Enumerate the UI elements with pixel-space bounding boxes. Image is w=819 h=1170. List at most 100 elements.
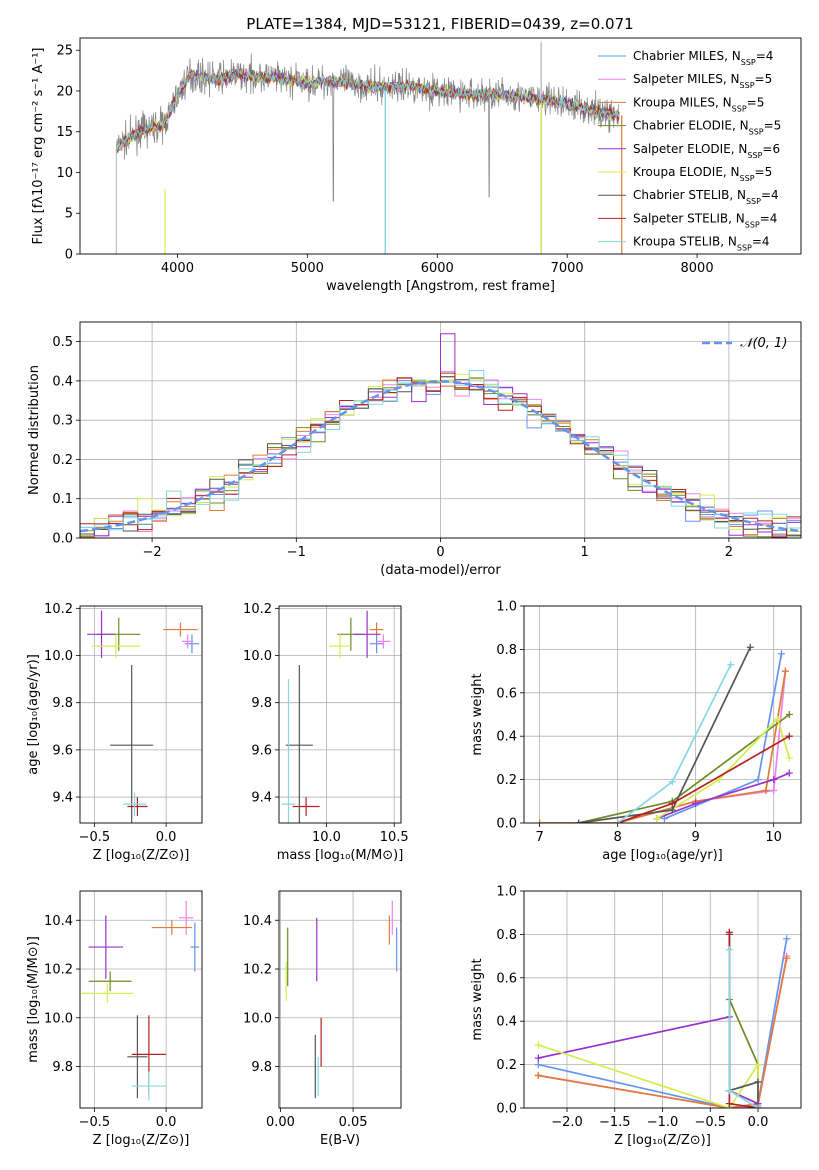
plus-marker xyxy=(725,1100,733,1108)
y-tick-label: 0.2 xyxy=(52,453,73,468)
x-tick-label: 10 xyxy=(765,830,782,845)
plot-area xyxy=(285,900,398,1099)
y-tick-label: 10.0 xyxy=(44,1011,73,1026)
plot-area xyxy=(534,928,791,1108)
x-axis-label: age [log₁₀(age/yr)] xyxy=(602,848,723,863)
y-axis-label: Normed distribution xyxy=(27,365,42,495)
plot-frame xyxy=(79,37,802,255)
x-tick-label: 0 xyxy=(436,545,444,560)
legend-label-suffix: =4 xyxy=(752,235,770,249)
plus-marker xyxy=(783,935,791,943)
plus-marker xyxy=(762,786,770,794)
y-tick-label: 0.2 xyxy=(496,773,517,788)
histogram-step xyxy=(80,372,801,538)
legend-label-suffix: =4 xyxy=(756,49,774,63)
plus-marker xyxy=(692,799,700,807)
x-tick-label: 1 xyxy=(581,545,589,560)
y-tick-label: 15 xyxy=(56,125,73,140)
legend-label-suffix: =6 xyxy=(762,142,780,156)
plus-marker xyxy=(770,776,778,784)
y-tick-label: 9.4 xyxy=(251,791,272,806)
legend-label-main: Kroupa STELIB, N xyxy=(633,235,737,249)
legend-label-main: Salpeter ELODIE, N xyxy=(633,142,747,156)
y-tick-label: 0.1 xyxy=(52,492,73,507)
y-tick-label: 9.8 xyxy=(52,1060,73,1075)
plus-marker xyxy=(781,667,789,675)
chart-age-vs-Z: −0.5 0.0 9.4 9.6 9.8 10.0 10.2 Z [log₁₀(Z/Z⊙)] a… xyxy=(26,602,203,863)
legend-label-suffix: =5 xyxy=(747,95,765,109)
x-tick-label: 9 xyxy=(692,830,700,845)
chart-residuals: −2 −1 0 1 2 0.0 0.1 0.2 0.3 0.4 0.5 (data-model)/er… xyxy=(27,321,802,578)
mass-weight-line xyxy=(656,772,790,820)
legend-label-main: Chabrier STELIB, N xyxy=(633,188,746,202)
plus-marker xyxy=(725,946,733,954)
legend-label: Chabrier MILES, NSSP=4 xyxy=(633,49,773,67)
plot-frame xyxy=(523,890,802,1109)
plot-area xyxy=(115,42,623,254)
plot-area xyxy=(80,333,801,538)
y-tick-label: 10 xyxy=(56,166,73,181)
legend-label: Kroupa ELODIE, NSSP=5 xyxy=(633,165,772,183)
y-tick-label: 5 xyxy=(65,207,73,222)
x-axis-label: (data-model)/error xyxy=(380,563,501,578)
x-tick-label: 5000 xyxy=(291,261,324,276)
legend-label-main: Chabrier MILES, N xyxy=(633,49,741,63)
plus-marker xyxy=(785,769,793,777)
histogram-step xyxy=(80,370,801,538)
y-tick-label: 0 xyxy=(65,248,73,263)
y-tick-label: 10.4 xyxy=(44,914,73,929)
x-tick-label: 0.0 xyxy=(156,830,177,845)
y-tick-label: 10.0 xyxy=(44,649,73,664)
legend-label-suffix: =4 xyxy=(760,211,778,225)
y-tick-label: 1.0 xyxy=(496,885,517,900)
legend-label-sub: SSP xyxy=(732,104,747,113)
plot-area xyxy=(81,900,200,1101)
y-tick-label: 10.2 xyxy=(243,602,272,617)
legend-label-suffix: =5 xyxy=(755,72,773,86)
y-tick-label: 9.6 xyxy=(251,743,272,758)
x-tick-label: 10.5 xyxy=(380,830,409,845)
y-tick-label: 0.0 xyxy=(496,1102,517,1117)
y-tick-label: 0.3 xyxy=(52,414,73,429)
chart-panels: 4000 5000 6000 7000 80000510152025wavelength… xyxy=(26,37,802,1148)
plus-marker xyxy=(777,650,785,658)
x-tick-label: −0.5 xyxy=(694,1115,726,1130)
x-tick-label: −1.0 xyxy=(647,1115,679,1130)
y-tick-label: 0.4 xyxy=(496,1015,517,1030)
legend-label-main: Kroupa MILES, N xyxy=(633,95,732,109)
legend-label-suffix: =4 xyxy=(761,188,779,202)
plot-area xyxy=(281,610,391,823)
plot-frame xyxy=(523,605,802,824)
x-tick-label: −0.5 xyxy=(79,830,111,845)
chart-mass-vs-Z: −0.5 0.0 9.8 10.0 10.2 10.4 Z [log₁₀(Z/Z⊙)] mas… xyxy=(26,890,203,1148)
y-tick-label: 0.2 xyxy=(496,1058,517,1073)
plus-marker xyxy=(727,661,735,669)
plot-frame xyxy=(278,605,402,824)
y-tick-label: 0.6 xyxy=(496,686,517,701)
mass-weight-line xyxy=(656,717,791,820)
x-tick-label: −2 xyxy=(143,545,162,560)
plus-marker xyxy=(785,711,793,718)
x-axis-label: mass [log₁₀(M/M⊙)] xyxy=(277,848,404,863)
plus-marker xyxy=(754,1061,762,1069)
legend-label-main: Salpeter STELIB, N xyxy=(633,211,745,225)
y-tick-label: 10.2 xyxy=(243,963,272,978)
chart-mass-vs-EBV: 0.00 0.05 9.8 10.0 10.2 10.4 E(B-V) xyxy=(243,890,402,1148)
chart-age-vs-mass: 10.0 10.5 9.4 9.6 9.8 10.0 10.2 mass [log₁₀(M/M… xyxy=(243,602,409,863)
plus-marker xyxy=(746,643,754,651)
x-tick-label: −2.0 xyxy=(551,1115,583,1130)
y-tick-label: 0.4 xyxy=(496,730,517,745)
y-tick-label: 25 xyxy=(56,44,73,59)
plot-frame xyxy=(79,321,802,539)
plus-marker xyxy=(770,786,778,794)
x-tick-label: 7 xyxy=(535,830,543,845)
y-tick-label: 0.8 xyxy=(496,928,517,943)
plus-marker xyxy=(725,928,733,936)
plot-frame xyxy=(79,605,203,824)
x-tick-label: −1 xyxy=(287,545,306,560)
legend-label-main: Chabrier ELODIE, N xyxy=(633,119,749,133)
legend-label-suffix: =5 xyxy=(755,165,773,179)
mass-weight-line xyxy=(538,1044,759,1108)
plus-marker xyxy=(668,778,676,786)
legend-label: Kroupa STELIB, NSSP=4 xyxy=(633,235,770,253)
